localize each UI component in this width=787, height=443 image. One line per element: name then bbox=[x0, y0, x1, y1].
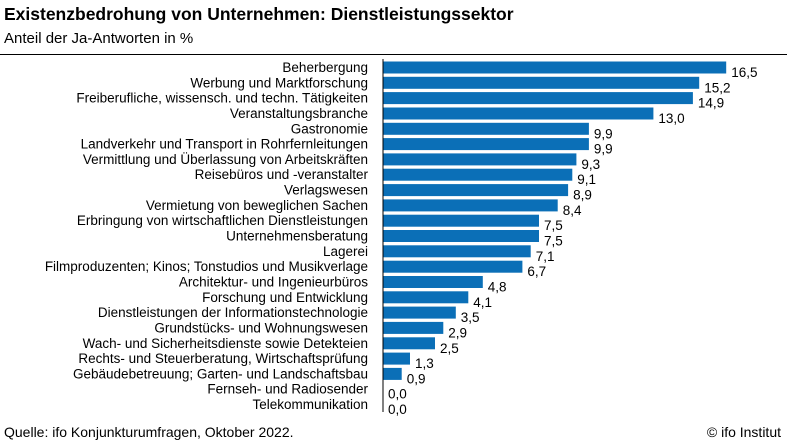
bar-2 bbox=[383, 76, 700, 89]
value-label-18: 2,9 bbox=[448, 325, 467, 340]
category-label-18: Grundstücks- und Wohnungswesen bbox=[154, 320, 368, 335]
bar-4 bbox=[383, 107, 654, 120]
bar-9 bbox=[383, 184, 569, 197]
category-label-19: Wach- und Sicherheitsdienste sowie Detek… bbox=[83, 336, 368, 351]
category-label-23: Telekommunikation bbox=[252, 397, 368, 412]
value-labels: 16,515,214,913,09,99,99,39,18,98,47,57,5… bbox=[388, 65, 757, 417]
category-label-13: Lagerei bbox=[323, 244, 368, 259]
value-label-21: 0,9 bbox=[407, 371, 426, 386]
value-label-12: 7,5 bbox=[544, 234, 563, 249]
bar-6 bbox=[383, 138, 589, 151]
category-label-3: Freiberufliche, wissensch. und techn. Tä… bbox=[76, 91, 368, 106]
category-label-1: Beherbergung bbox=[282, 60, 368, 75]
bar-16 bbox=[383, 291, 469, 304]
value-label-7: 9,3 bbox=[581, 157, 600, 172]
value-label-23: 0,0 bbox=[388, 402, 407, 417]
value-label-10: 8,4 bbox=[563, 203, 582, 218]
bar-3 bbox=[383, 92, 693, 105]
title-divider bbox=[0, 54, 787, 55]
category-label-14: Filmproduzenten; Kinos; Tonstudios und M… bbox=[45, 259, 368, 274]
category-label-22: Fernseh- und Radiosender bbox=[207, 382, 368, 397]
value-label-6: 9,9 bbox=[594, 142, 613, 157]
value-label-13: 7,1 bbox=[536, 249, 555, 264]
bar-8 bbox=[383, 168, 573, 181]
copyright-brand: © ifo Institut bbox=[706, 424, 781, 440]
bar-18 bbox=[383, 321, 444, 334]
bar-5 bbox=[383, 122, 589, 135]
bar-17 bbox=[383, 306, 456, 319]
category-label-8: Reisebüros und -veranstalter bbox=[195, 167, 369, 182]
category-label-11: Erbringung von wirtschaftlichen Dienstle… bbox=[77, 213, 368, 228]
bar-1 bbox=[383, 61, 727, 74]
value-label-11: 7,5 bbox=[544, 218, 563, 233]
category-label-15: Architektur- und Ingenieurbüros bbox=[179, 275, 368, 290]
bar-14 bbox=[383, 260, 523, 273]
category-label-21: Gebäudebetreuung; Garten- und Landschaft… bbox=[73, 366, 368, 381]
bar-7 bbox=[383, 153, 577, 166]
chart-subtitle: Anteil der Ja-Antworten in % bbox=[4, 30, 194, 47]
bar-19 bbox=[383, 337, 435, 350]
bar-12 bbox=[383, 230, 539, 242]
category-label-6: Landverkehr und Transport in Rohrfernlei… bbox=[81, 137, 368, 152]
bars-group bbox=[383, 61, 727, 380]
bar-21 bbox=[383, 367, 402, 380]
value-label-9: 8,9 bbox=[573, 188, 592, 203]
category-label-4: Veranstaltungsbranche bbox=[230, 106, 368, 121]
chart-title: Existenzbedrohung von Unternehmen: Diens… bbox=[4, 4, 514, 24]
category-label-16: Forschung und Entwicklung bbox=[202, 290, 368, 305]
bar-13 bbox=[383, 245, 531, 258]
value-label-16: 4,1 bbox=[473, 295, 492, 310]
category-label-20: Rechts- und Steuerberatung, Wirtschaftsp… bbox=[78, 351, 368, 366]
value-label-5: 9,9 bbox=[594, 126, 613, 141]
bar-15 bbox=[383, 276, 483, 288]
value-label-3: 14,9 bbox=[698, 96, 724, 111]
value-label-15: 4,8 bbox=[488, 280, 507, 295]
source-note: Quelle: ifo Konjunkturumfragen, Oktober … bbox=[4, 424, 294, 440]
value-label-17: 3,5 bbox=[461, 310, 480, 325]
value-label-14: 6,7 bbox=[527, 264, 546, 279]
category-label-12: Unternehmensberatung bbox=[226, 229, 368, 244]
category-label-7: Vermittlung und Überlassung von Arbeitsk… bbox=[83, 152, 368, 167]
bar-10 bbox=[383, 199, 558, 212]
value-label-22: 0,0 bbox=[388, 387, 407, 402]
category-label-9: Verlagswesen bbox=[284, 183, 368, 198]
value-label-2: 15,2 bbox=[704, 80, 730, 95]
bar-20 bbox=[383, 352, 410, 365]
category-label-5: Gastronomie bbox=[291, 121, 368, 136]
category-label-17: Dienstleistungen der Informationstechnol… bbox=[98, 305, 368, 320]
bar-11 bbox=[383, 214, 539, 227]
value-label-20: 1,3 bbox=[415, 356, 434, 371]
value-label-19: 2,5 bbox=[440, 341, 459, 356]
value-label-1: 16,5 bbox=[731, 65, 757, 80]
value-label-8: 9,1 bbox=[577, 172, 596, 187]
category-label-2: Werbung und Marktforschung bbox=[190, 75, 368, 90]
value-label-4: 13,0 bbox=[658, 111, 684, 126]
category-label-10: Vermietung von beweglichen Sachen bbox=[146, 198, 368, 213]
